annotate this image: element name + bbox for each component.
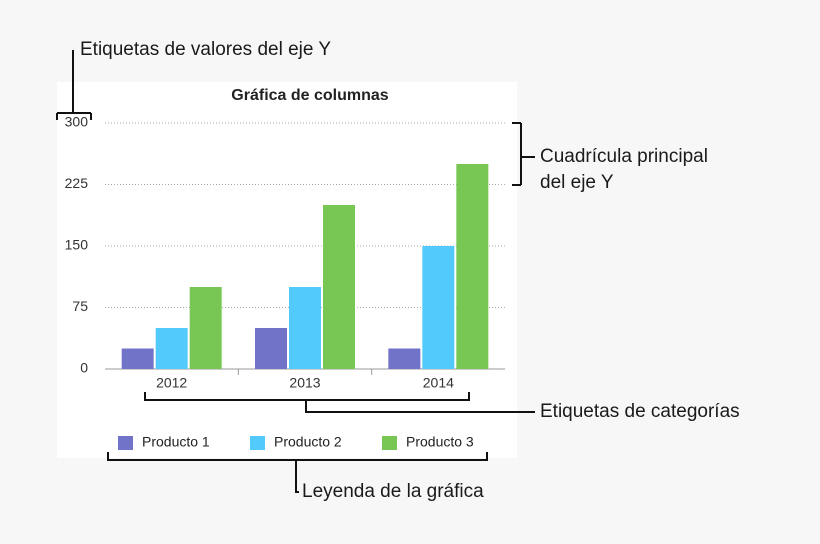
bar — [121, 348, 154, 369]
x-tick-label: 2013 — [289, 375, 320, 391]
y-tick-label: 300 — [65, 114, 89, 130]
bar — [456, 164, 489, 369]
y-tick-label: 75 — [72, 298, 88, 314]
annotation: Cuadrícula principal — [540, 146, 708, 167]
bar — [255, 328, 287, 369]
annotation: Etiquetas de categorías — [540, 401, 740, 422]
annotation-bracket — [56, 50, 92, 120]
annotation: Leyenda de la gráfica — [302, 481, 484, 502]
legend-swatch — [118, 436, 133, 450]
x-tick-label: 2012 — [156, 375, 187, 391]
legend-swatch — [250, 436, 265, 450]
annotation-bracket — [512, 122, 535, 186]
legend-swatch — [382, 436, 397, 450]
chart-title: Gráfica de columnas — [231, 87, 388, 104]
legend-label: Producto 3 — [406, 434, 474, 450]
y-tick-label: 0 — [80, 360, 88, 376]
legend-label: Producto 2 — [274, 434, 342, 450]
annotation: Etiquetas de valores del eje Y — [80, 39, 331, 60]
annotation-bracket — [107, 452, 488, 493]
y-tick-label: 150 — [65, 237, 89, 253]
annotation: del eje Y — [540, 172, 614, 193]
annotation-bracket — [144, 392, 535, 413]
bar — [189, 287, 222, 369]
bar — [323, 205, 355, 369]
bar — [289, 287, 321, 369]
bar — [155, 328, 188, 369]
y-tick-label: 225 — [65, 175, 89, 191]
legend-label: Producto 1 — [142, 434, 210, 450]
x-tick-label: 2014 — [423, 375, 454, 391]
bar — [422, 246, 455, 369]
bar — [388, 348, 421, 369]
